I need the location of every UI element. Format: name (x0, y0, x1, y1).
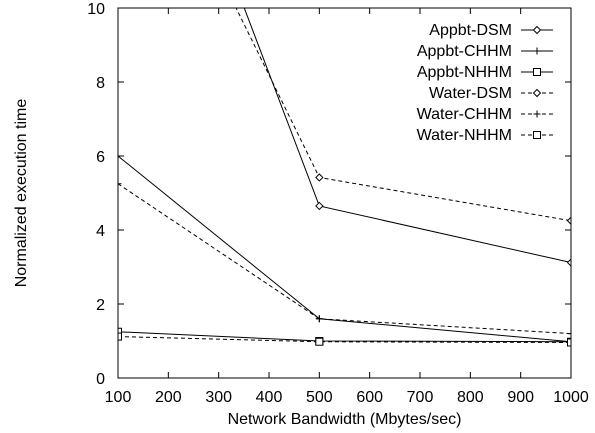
legend-item-water-nhhm: Water-NHHM (417, 127, 553, 144)
data-point-appbt-dsm (315, 201, 324, 211)
legend-item-appbt-chhm: Appbt-CHHM (417, 43, 553, 60)
series-line-appbt-chhm (118, 155, 571, 343)
legend-marker-diamond (532, 25, 542, 35)
legend-marker-plus (533, 110, 541, 118)
series-water-nhhm (118, 332, 571, 347)
legend-label: Water-CHHM (417, 106, 512, 123)
data-point-water-dsm (315, 173, 324, 182)
legend: Appbt-DSM Appbt-CHHM Appbt-NHHM Water-DSM Wa… (417, 22, 553, 144)
y-tick-label: 10 (87, 1, 105, 18)
x-tick-label: 800 (457, 389, 484, 406)
data-point-water-chhm (567, 330, 571, 338)
legend-item-water-chhm: Water-CHHM (417, 106, 553, 123)
series-appbt-dsm (243, 8, 571, 267)
series-appbt-chhm (118, 152, 571, 346)
x-axis-label: Network Bandwidth (Mbytes/sec) (228, 411, 462, 428)
series-water-chhm (118, 180, 571, 338)
y-axis-label: Normalized execution time (13, 99, 30, 288)
legend-item-appbt-nhhm: Appbt-NHHM (417, 64, 553, 81)
legend-label: Appbt-NHHM (417, 64, 512, 81)
data-point-water-chhm (118, 180, 122, 188)
legend-label: Appbt-CHHM (417, 43, 512, 60)
data-point-water-chhm (315, 315, 323, 323)
x-tick-label: 900 (507, 389, 534, 406)
legend-marker-square (533, 131, 541, 139)
data-point-appbt-dsm (566, 258, 571, 267)
legend-label: Water-DSM (429, 85, 512, 102)
y-tick-label: 4 (96, 223, 105, 240)
plot-frame (117, 7, 572, 379)
x-tick-label: 200 (155, 389, 182, 406)
legend-marker-plus (533, 47, 541, 55)
x-tick-label: 400 (256, 389, 283, 406)
y-tick-label: 6 (96, 149, 105, 166)
data-point-water-nhhm (315, 337, 324, 346)
x-tick-label: 1000 (553, 389, 589, 406)
data-point-water-nhhm (567, 338, 571, 347)
x-tick-label: 500 (306, 389, 333, 406)
y-tick-label: 2 (96, 297, 105, 314)
legend-marker-square (533, 68, 541, 76)
x-tick-label: 300 (205, 389, 232, 406)
ticks-layer: 100 200 300 400 500 600 700 800 900 1000 0 2 4 6 8 10 (87, 1, 589, 406)
data-point-water-nhhm (118, 332, 122, 341)
legend-label: Water-NHHM (417, 127, 512, 144)
legend-item-appbt-dsm: Appbt-DSM (429, 22, 553, 39)
x-tick-label: 600 (356, 389, 383, 406)
legend-marker-diamond (532, 88, 542, 98)
legend-item-water-dsm: Water-DSM (429, 85, 553, 102)
x-tick-label: 700 (407, 389, 434, 406)
x-tick-label: 100 (105, 389, 132, 406)
data-point-water-dsm (566, 216, 571, 225)
series-line-appbt-nhhm (118, 331, 571, 343)
y-tick-label: 8 (96, 75, 105, 92)
series-line-water-chhm (118, 183, 571, 335)
y-tick-label: 0 (96, 371, 105, 388)
series-water-dsm (235, 8, 571, 225)
data-point-appbt-nhhm (118, 327, 122, 336)
legend-label: Appbt-DSM (429, 22, 512, 39)
